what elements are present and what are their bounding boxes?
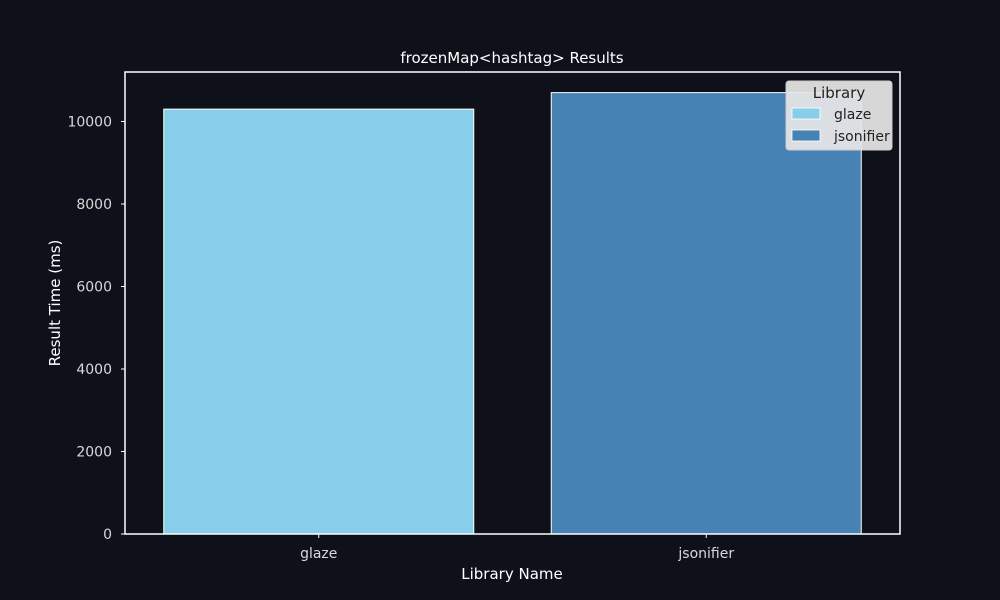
y-tick-label-2000: 2000 xyxy=(76,445,112,461)
plot-frame xyxy=(124,71,901,535)
legend-entries: glaze jsonifier xyxy=(791,107,890,145)
legend-swatch-glaze xyxy=(791,107,821,120)
legend-label-glaze: glaze xyxy=(834,107,871,123)
y-tick-label-8000: 8000 xyxy=(76,197,112,213)
y-tick-label-4000: 4000 xyxy=(76,362,112,378)
y-tick-label-10000: 10000 xyxy=(67,115,112,131)
bars-layer xyxy=(163,92,862,535)
y-axis: 0 2000 4000 6000 8000 10000 xyxy=(67,115,125,543)
y-tick-label-6000: 6000 xyxy=(76,280,112,296)
x-axis: glaze jsonifier xyxy=(300,534,734,562)
bar-jsonifier xyxy=(550,92,862,535)
legend-swatch-jsonifier xyxy=(791,129,821,142)
legend-label-jsonifier: jsonifier xyxy=(833,129,890,145)
legend: Library glaze jsonifier xyxy=(785,80,893,151)
x-axis-label: Library Name xyxy=(461,565,562,583)
y-tick-label-0: 0 xyxy=(103,527,112,543)
bar-glaze xyxy=(163,108,475,535)
y-axis-label: Result Time (ms) xyxy=(46,240,64,367)
x-tick-label-glaze: glaze xyxy=(300,546,337,562)
chart-title: frozenMap<hashtag> Results xyxy=(400,49,623,67)
x-tick-label-jsonifier: jsonifier xyxy=(677,546,734,562)
legend-title: Library xyxy=(813,84,866,102)
